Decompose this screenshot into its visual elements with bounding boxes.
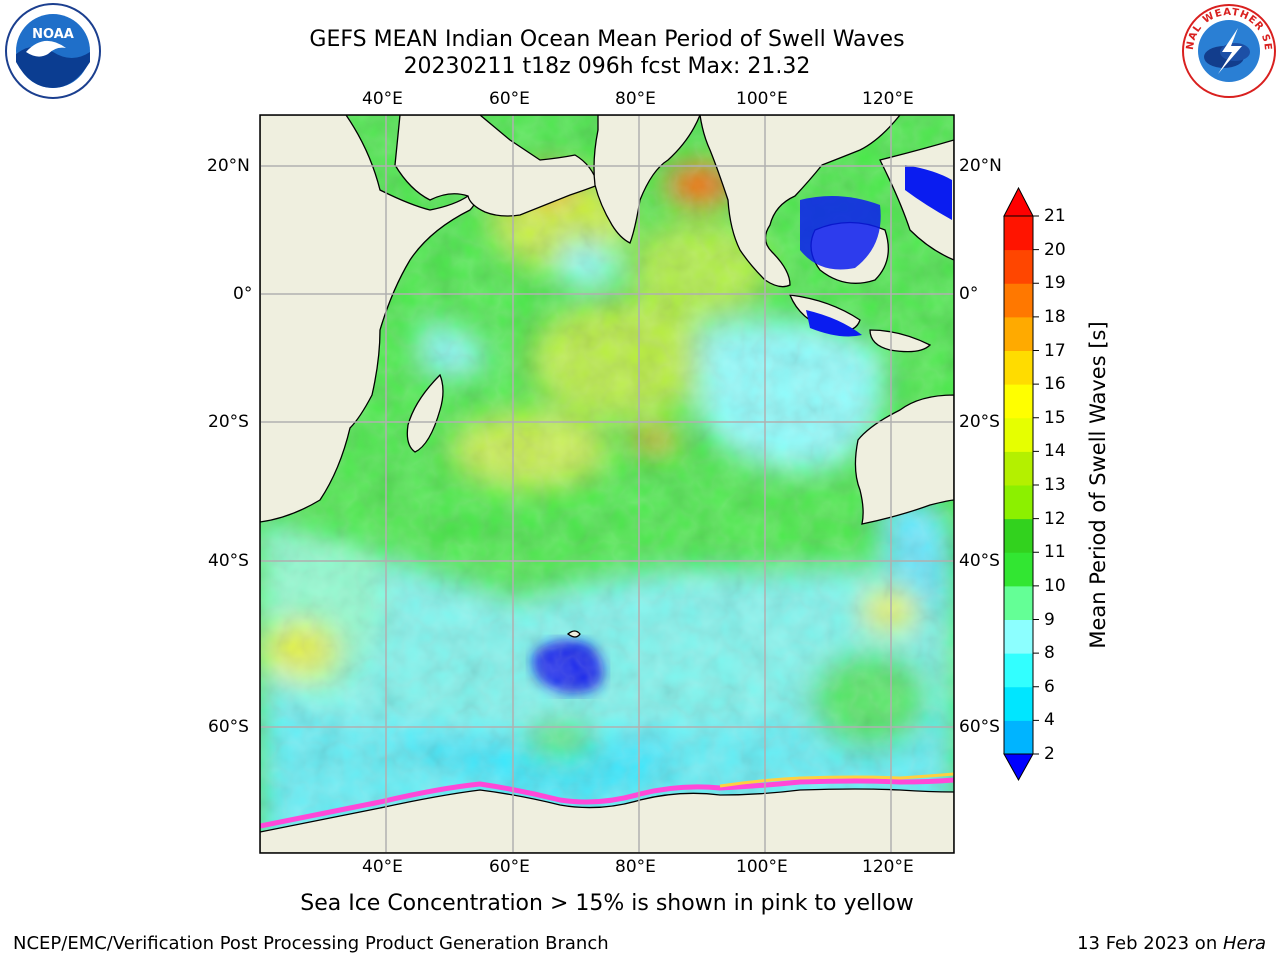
colorbar-title: Mean Period of Swell Waves [s] [1086,321,1110,649]
colorbar-tick-label: 9 [1044,609,1055,630]
sea-ice-note: Sea Ice Concentration > 15% is shown in … [300,891,914,916]
lon-tick-top-60e: 60°E [489,89,530,109]
colorbar-tick-label: 17 [1044,340,1066,361]
lon-tick-top-80e: 80°E [615,89,656,109]
colorbar-segment [1004,283,1033,318]
coastal-low-period [800,165,952,337]
colorbar-tick-label: 20 [1044,239,1066,260]
colorbar-tick-label: 19 [1044,273,1066,294]
lon-tick-top-120e: 120°E [862,89,914,109]
colorbar-segment [1004,316,1033,351]
colorbar-tick-label: 12 [1044,508,1066,529]
lat-tick-right-20n: 20°N [959,156,1002,176]
colorbar-segment [1004,216,1033,251]
colorbar-tick-label: 6 [1044,676,1055,697]
colorbar-segment [1004,249,1033,284]
colorbar-segment [1004,720,1033,755]
colorbar-tick-label: 13 [1044,475,1066,495]
colorbar-tick-label: 2 [1044,744,1055,764]
colorbar-over-arrow [1003,186,1034,217]
colorbar-tick-label: 14 [1044,441,1066,462]
colorbar-segment [1004,485,1033,520]
colorbar-segment [1004,451,1033,486]
lat-tick-right-40s: 40°S [959,551,1000,571]
colorbar-tick-label: 15 [1044,407,1066,428]
lon-tick-bottom-60e: 60°E [489,857,530,877]
colorbar-segment [1004,686,1033,721]
colorbar-tick-label: 18 [1044,306,1066,327]
chart-title-line-1: GEFS MEAN Indian Ocean Mean Period of Sw… [309,27,905,52]
footer-date: 13 Feb 2023 on Hera [1077,933,1266,954]
lat-tick-left-60s: 60°S [208,717,249,737]
map-area [260,115,954,853]
colorbar-tick-label: 16 [1044,374,1066,395]
lat-tick-left-0: 0° [233,284,253,304]
lat-tick-left-20n: 20°N [207,156,250,176]
lon-tick-top-40e: 40°E [362,89,403,109]
colorbar-segment [1004,518,1033,553]
colorbar-tick-label: 8 [1044,643,1055,664]
colorbar-under-arrow [1003,753,1034,782]
lat-tick-left-40s: 40°S [208,551,249,571]
colorbar-tick-label: 4 [1044,710,1055,731]
colorbar-tick-label: 10 [1044,575,1066,596]
sea-ice [260,772,954,829]
nws-logo: NATIONAL WEATHER SERVICE [1175,0,1278,100]
colorbar-segment [1004,417,1033,452]
map-frame [259,114,955,854]
colorbar-tick-label: 21 [1044,206,1066,226]
land [260,115,954,853]
colorbar-segment [1004,552,1033,587]
lon-tick-top-100e: 100°E [736,89,788,109]
noaa-logo: NOAA [4,2,102,100]
colorbar-segment [1004,350,1033,385]
lat-tick-right-60s: 60°S [959,717,1000,737]
lat-tick-right-20s: 20°S [959,412,1000,432]
lon-tick-bottom-120e: 120°E [862,857,914,877]
colorbar [1003,186,1039,782]
footer-credit: NCEP/EMC/Verification Post Processing Pr… [13,933,609,954]
svg-text:NOAA: NOAA [32,27,74,42]
colorbar-segment [1004,619,1033,654]
graticule [260,115,954,853]
lat-tick-left-20s: 20°S [208,412,249,432]
lat-tick-right-0: 0° [959,284,979,304]
lon-tick-bottom-80e: 80°E [615,857,656,877]
colorbar-segment [1004,384,1033,419]
lon-tick-bottom-100e: 100°E [736,857,788,877]
colorbar-segment [1004,653,1033,688]
chart-title-line-2: 20230211 t18z 096h fcst Max: 21.32 [403,54,811,79]
lon-tick-bottom-40e: 40°E [362,857,403,877]
footer-machine: Hera [1222,933,1266,954]
colorbar-tick-label: 11 [1044,542,1066,563]
colorbar-segment [1004,585,1033,620]
